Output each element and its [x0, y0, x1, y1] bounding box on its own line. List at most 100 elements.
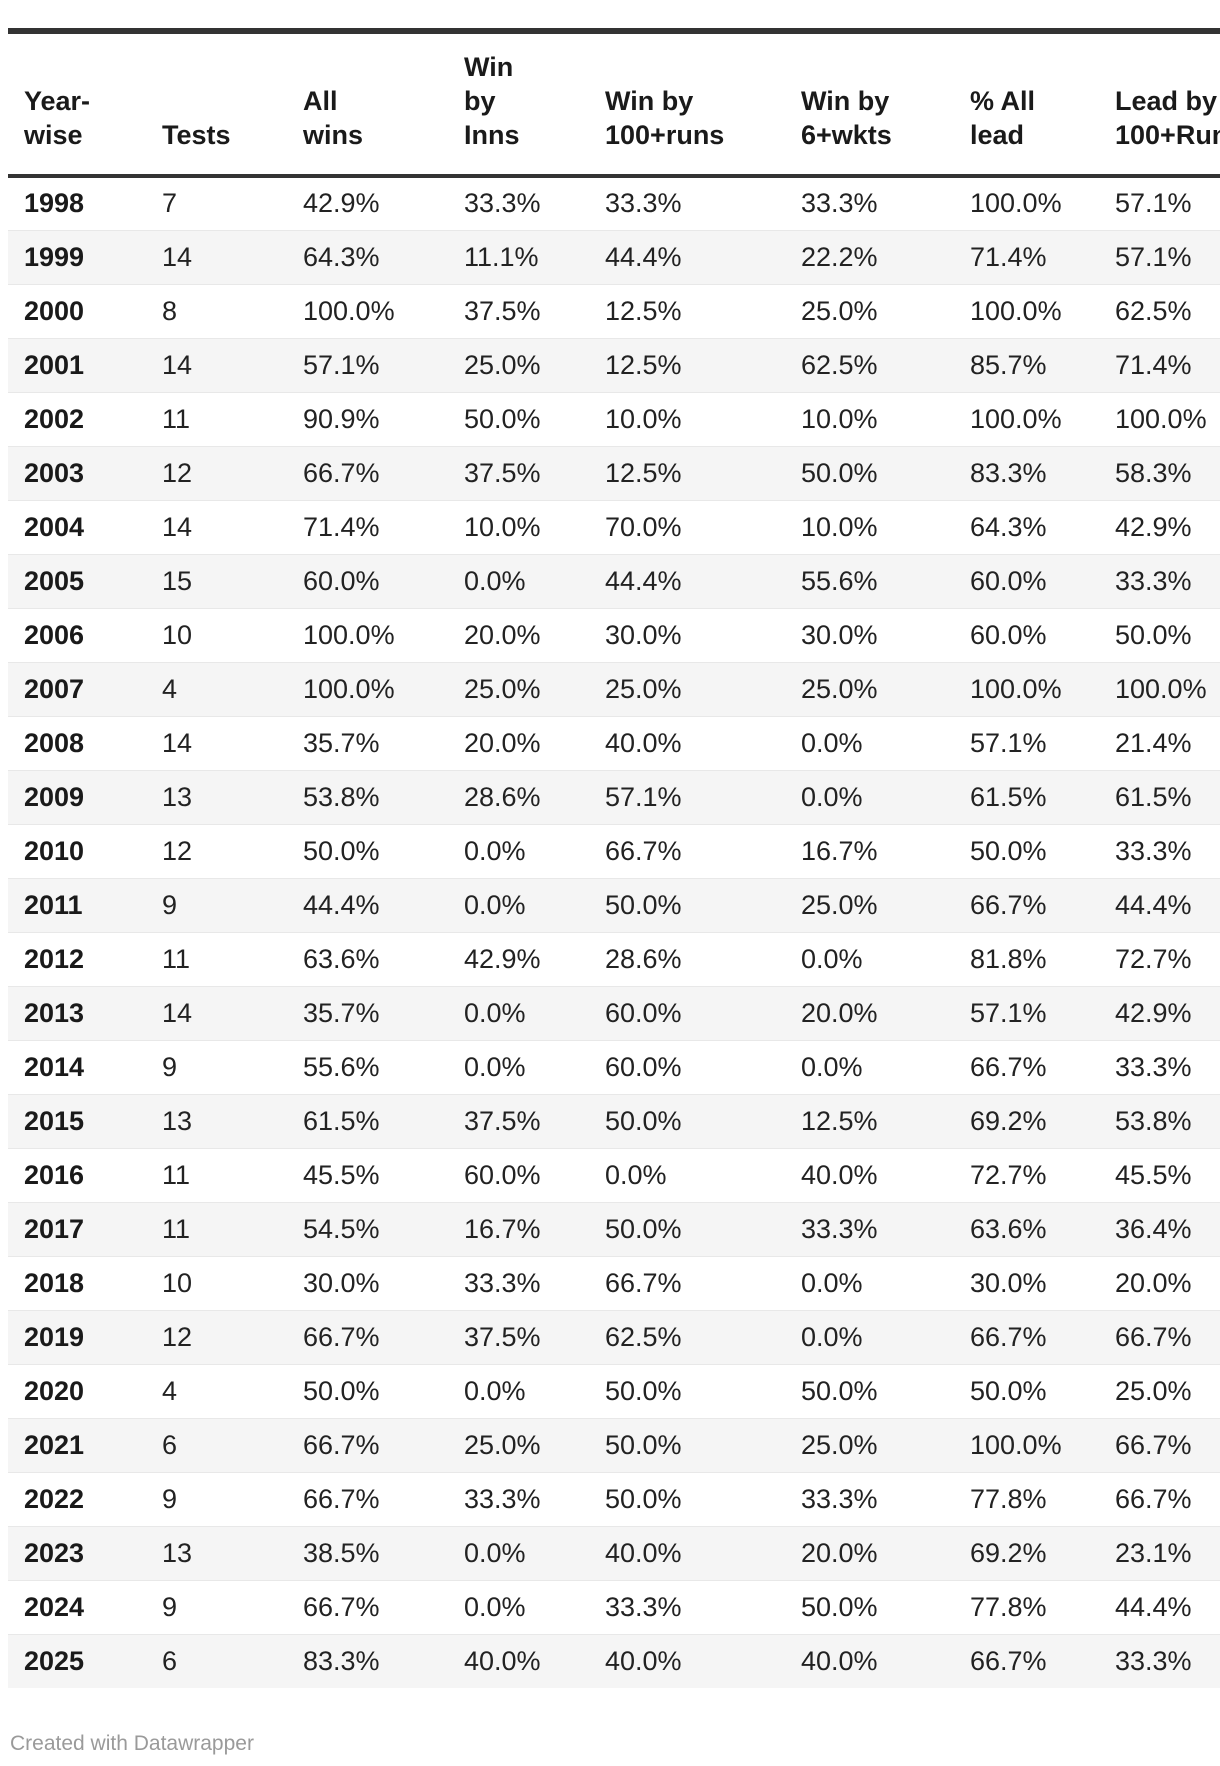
cell-value: 66.7% — [1099, 1309, 1220, 1364]
cell-year: 2024 — [8, 1579, 146, 1634]
table-row: 2013 14 35.7% 0.0% 60.0% 20.0% 57.1% 42.9% — [8, 985, 1220, 1040]
cell-value: 61.5% — [1099, 769, 1220, 824]
cell-value: 42.9% — [303, 188, 380, 219]
cell-value: 13 — [146, 769, 287, 824]
cell-value: 77.8% — [954, 1471, 1099, 1526]
cell-value: 14 — [146, 229, 287, 284]
cell-value: 10 — [146, 1255, 287, 1310]
cell-value: 33.3% — [1099, 823, 1220, 878]
table-row: 1999 14 64.3% 11.1% 44.4% 22.2% 71.4% 57.1% — [8, 229, 1220, 284]
cell-value: 25.0% — [448, 1417, 589, 1472]
table-row: 2011 9 44.4% 0.0% 50.0% 25.0% 66.7% 44.4% — [8, 877, 1220, 932]
cell-value: 11 — [146, 1147, 287, 1202]
cell-value: 12.5% — [785, 1093, 954, 1148]
cell-value: 66.7% — [1099, 1417, 1220, 1472]
cell-value: 12.5% — [589, 283, 785, 338]
cell-value: 72.7% — [954, 1147, 1099, 1202]
cell-value: 10.0% — [785, 391, 954, 446]
cell-value: 0.0% — [785, 1309, 954, 1364]
cell-value: 66.7% — [954, 1633, 1099, 1688]
datawrapper-credit-link[interactable]: Created with Datawrapper — [10, 1732, 254, 1755]
cell-value: 69.2% — [954, 1525, 1099, 1580]
table-row: 2001 14 57.1% 25.0% 12.5% 62.5% 85.7% 71.4% — [8, 337, 1220, 392]
cell-value: 25.0% — [1099, 1363, 1220, 1418]
cell-value: 14 — [146, 985, 287, 1040]
cell-value: 100.0% — [954, 283, 1099, 338]
cell-value: 62.5% — [1099, 283, 1220, 338]
col-header-win-by-inns: Win by Inns — [448, 34, 589, 178]
cell-value: 40.0% — [785, 1633, 954, 1688]
cell-value: 20.0% — [448, 715, 589, 770]
table-row: 2000 8 100.0% 37.5% 12.5% 25.0% 100.0% 62.5% — [8, 283, 1220, 338]
cell-value: 0.0% — [448, 823, 589, 878]
cell-year: 2011 — [8, 877, 146, 932]
cell-value: 37.5% — [448, 445, 589, 500]
cell-value: 0.0% — [785, 715, 954, 770]
cell-year: 1998 — [24, 188, 85, 219]
cell-value: 45.5% — [287, 1147, 448, 1202]
cell-value: 50.0% — [448, 391, 589, 446]
cell-year: 2009 — [8, 769, 146, 824]
cell-value: 77.8% — [954, 1579, 1099, 1634]
cell-value: 0.0% — [785, 931, 954, 986]
cell-value: 33.3% — [1099, 1039, 1220, 1094]
cell-value: 44.4% — [589, 229, 785, 284]
cell-value: 50.0% — [589, 877, 785, 932]
cell-value: 10.0% — [589, 391, 785, 446]
cell-value: 12.5% — [589, 337, 785, 392]
col-header-win-by-6-wkts: Win by 6+wkts — [785, 34, 954, 178]
cell-value: 50.0% — [589, 1201, 785, 1256]
cell-value: 44.4% — [1099, 1579, 1220, 1634]
cell-value: 60.0% — [954, 607, 1099, 662]
cell-value: 66.7% — [287, 1471, 448, 1526]
cell-value: 6 — [146, 1417, 287, 1472]
cell-value: 4 — [146, 661, 287, 716]
cell-value: 10 — [146, 607, 287, 662]
cell-value: 0.0% — [448, 1363, 589, 1418]
cell-value: 10.0% — [448, 499, 589, 554]
table-row: 2016 11 45.5% 60.0% 0.0% 40.0% 72.7% 45.5% — [8, 1147, 1220, 1202]
cell-value: 12 — [146, 1309, 287, 1364]
cell-year: 2022 — [8, 1471, 146, 1526]
cell-value: 66.7% — [954, 877, 1099, 932]
cell-year: 2021 — [8, 1417, 146, 1472]
table-row: 2007 4 100.0% 25.0% 25.0% 25.0% 100.0% 100.0% — [8, 661, 1220, 716]
cell-value: 30.0% — [589, 607, 785, 662]
cell-value: 55.6% — [287, 1039, 448, 1094]
cell-value: 25.0% — [785, 661, 954, 716]
cell-value: 50.0% — [287, 1363, 448, 1418]
cell-value: 50.0% — [785, 1579, 954, 1634]
cell-value: 14 — [146, 499, 287, 554]
cell-value: 40.0% — [589, 715, 785, 770]
cell-value: 57.1% — [954, 985, 1099, 1040]
cell-value: 23.1% — [1099, 1525, 1220, 1580]
cell-value: 9 — [146, 1579, 287, 1634]
cell-year: 2006 — [8, 607, 146, 662]
header-row: Year- wise Tests All wins Win by Inns Wi… — [8, 34, 1220, 178]
cell-year: 2018 — [8, 1255, 146, 1310]
cell-value: 50.0% — [589, 1363, 785, 1418]
cell-value: 9 — [146, 1471, 287, 1526]
cell-value: 60.0% — [589, 1039, 785, 1094]
table-row: 2012 11 63.6% 42.9% 28.6% 0.0% 81.8% 72.7% — [8, 931, 1220, 986]
cell-value: 57.1% — [1115, 188, 1192, 219]
cell-value: 66.7% — [954, 1039, 1099, 1094]
cell-value: 40.0% — [589, 1633, 785, 1688]
cell-value: 33.3% — [448, 1255, 589, 1310]
cell-value: 44.4% — [589, 553, 785, 608]
cell-value: 64.3% — [954, 499, 1099, 554]
cell-value: 61.5% — [954, 769, 1099, 824]
cell-value: 60.0% — [287, 553, 448, 608]
cell-value: 7 — [162, 188, 178, 219]
table-row: 2004 14 71.4% 10.0% 70.0% 10.0% 64.3% 42.9% — [8, 499, 1220, 554]
cell-value: 61.5% — [287, 1093, 448, 1148]
cell-value: 66.7% — [589, 823, 785, 878]
cell-year: 2008 — [8, 715, 146, 770]
cell-value: 8 — [146, 283, 287, 338]
cell-year: 2015 — [8, 1093, 146, 1148]
cell-value: 20.0% — [1099, 1255, 1220, 1310]
cell-value: 44.4% — [1099, 877, 1220, 932]
cell-value: 85.7% — [954, 337, 1099, 392]
cell-year: 2002 — [8, 391, 146, 446]
cell-value: 30.0% — [785, 607, 954, 662]
